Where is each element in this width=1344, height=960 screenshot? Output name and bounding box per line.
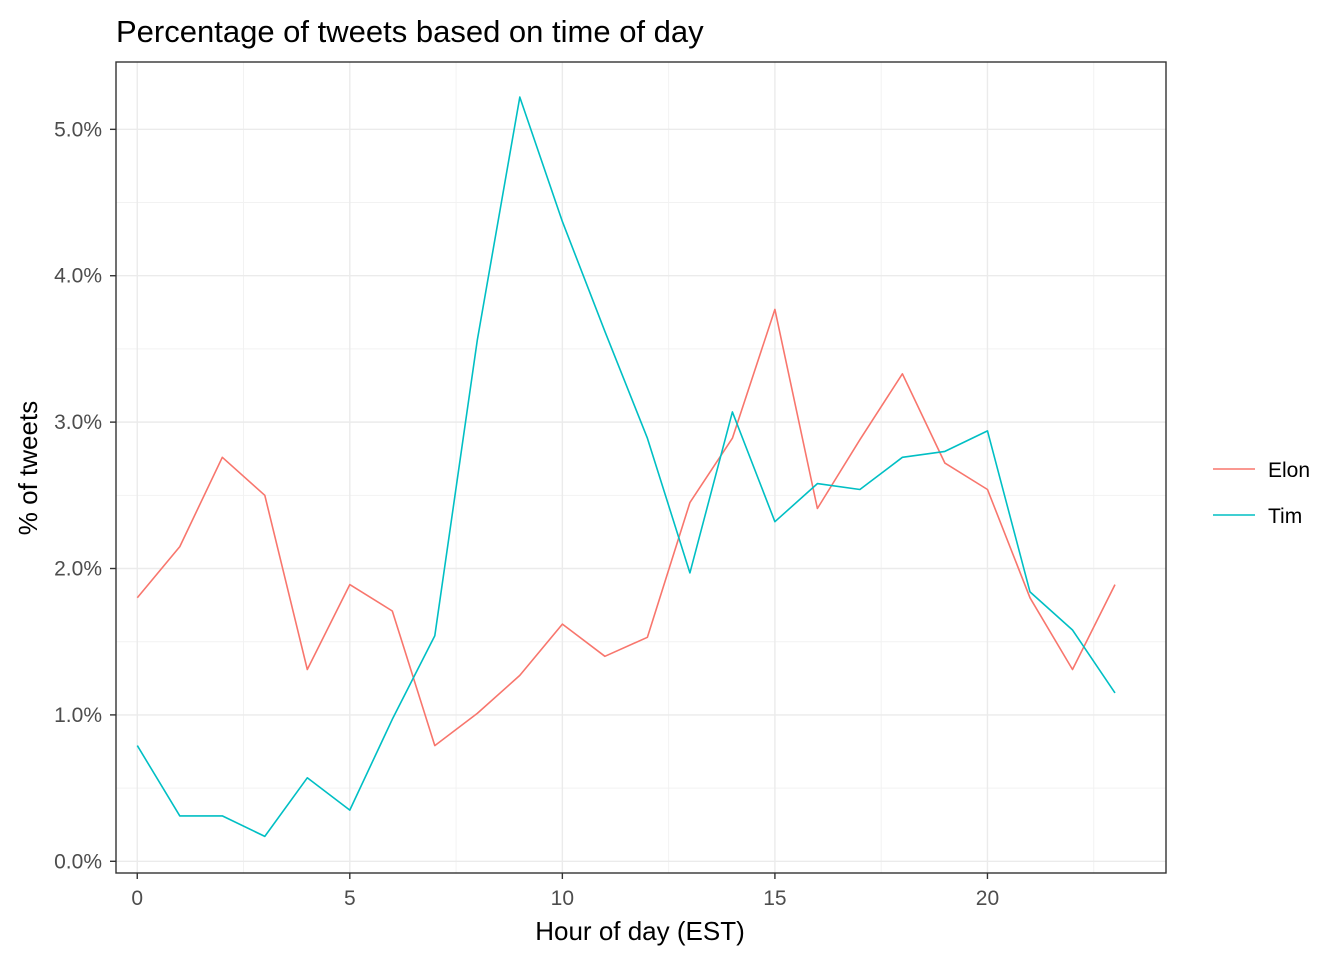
legend-label-tim: Tim [1268,505,1302,528]
x-tick-label: 15 [763,887,786,910]
y-tick-label: 4.0% [54,265,102,288]
series-lines [136,96,1116,838]
series-line-tim [136,96,1116,838]
y-tick-label: 3.0% [54,411,102,434]
x-axis-title: Hour of day (EST) [535,916,745,946]
legend-label-elon: Elon [1268,459,1310,482]
x-tick-label: 0 [131,887,143,910]
y-tick-label: 5.0% [54,118,102,141]
x-axis-ticks: 0 5 10 15 20 [131,873,999,910]
series-line-elon [136,308,1116,747]
y-tick-label: 1.0% [54,704,102,727]
y-axis-ticks: 0.0% 1.0% 2.0% 3.0% 4.0% 5.0% [54,118,116,873]
y-tick-label: 2.0% [54,558,102,581]
y-tick-label: 0.0% [54,850,102,873]
grid-minor [116,62,1166,873]
x-tick-label: 5 [344,887,356,910]
grid-major [116,62,1166,873]
chart-title: Percentage of tweets based on time of da… [116,14,704,49]
plot-panel-border [115,61,1167,874]
legend: Elon Tim [1213,459,1310,528]
y-axis-title: % of tweets [13,401,43,535]
x-tick-label: 20 [976,887,999,910]
x-tick-label: 10 [551,887,574,910]
